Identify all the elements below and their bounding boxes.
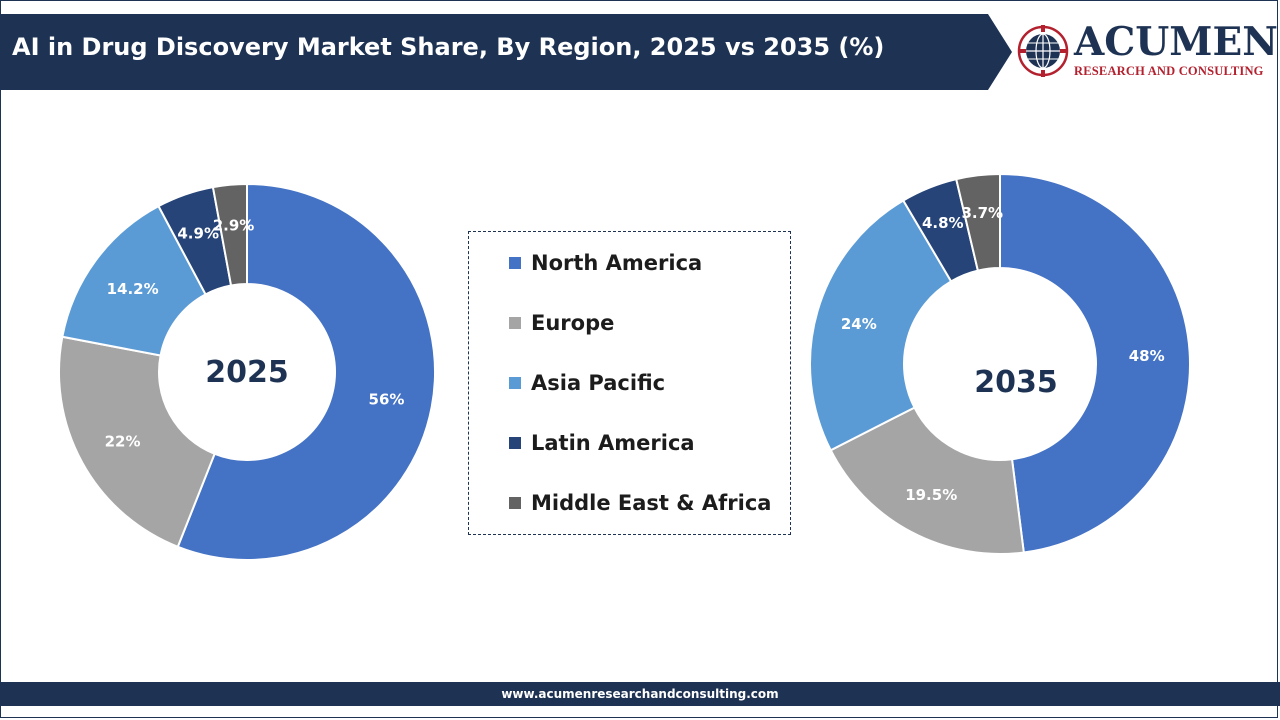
value-label-latin-america-2035: 4.8%: [922, 214, 964, 232]
header-banner: AI in Drug Discovery Market Share, By Re…: [0, 0, 1280, 90]
legend-item-middle-east-africa: Middle East & Africa: [509, 488, 771, 518]
value-label-north-america-2035: 48%: [1129, 347, 1165, 365]
footer-bar: www.acumenresearchandconsulting.com: [0, 682, 1280, 706]
legend-swatch-europe: [509, 317, 521, 329]
page-title: AI in Drug Discovery Market Share, By Re…: [12, 33, 885, 61]
value-label-europe-2025: 22%: [105, 432, 141, 450]
value-label-asia-pacific-2025: 14.2%: [107, 280, 159, 298]
slice-asia-pacific-2035: [809, 199, 953, 452]
legend-item-europe: Europe: [509, 308, 614, 338]
legend-swatch-asia-pacific: [509, 377, 521, 389]
donut-chart-2025: 56% 22% 14.2% 4.9%2.9% 2025: [58, 182, 436, 561]
logo-wordmark: ACUMEN: [1074, 19, 1278, 65]
value-label-north-america-2025: 56%: [369, 391, 405, 409]
center-label-2025: 2025: [205, 355, 289, 390]
slice-middle-east-africa-2035: [955, 172, 1001, 272]
legend-label-middle-east-africa: Middle East & Africa: [531, 491, 772, 515]
center-label-2035: 2035: [974, 365, 1058, 400]
legend-swatch-north-america: [509, 257, 521, 269]
legend-item-asia-pacific: Asia Pacific: [509, 368, 665, 398]
legend-item-north-america: North America: [509, 248, 702, 278]
slice-north-america-2035: [999, 172, 1191, 554]
title-band-shape: [0, 14, 1012, 90]
logo-subtitle: RESEARCH AND CONSULTING: [1074, 64, 1264, 78]
donut-chart-2035: 48% 19.5% 24% 4.8%3.7% 2035: [809, 172, 1191, 555]
value-label-middle-east-africa-2025: 2.9%: [213, 217, 255, 235]
slice-middle-east-africa-2025: [211, 182, 248, 287]
globe-icon: [1017, 25, 1069, 77]
footer-url: www.acumenresearchandconsulting.com: [501, 687, 779, 701]
value-label-europe-2035: 19.5%: [905, 486, 957, 504]
slice-europe-2025: [58, 335, 216, 549]
value-label-middle-east-africa-2035: 3.7%: [961, 204, 1003, 222]
value-label-asia-pacific-2035: 24%: [841, 315, 877, 333]
legend-label-north-america: North America: [531, 251, 703, 275]
slice-europe-2035: [829, 406, 1025, 555]
header-band: [0, 14, 1012, 90]
legend-swatch-middle-east-africa: [509, 497, 521, 509]
chart-legend: North America Europe Asia Pacific Latin …: [468, 231, 791, 535]
legend-item-latin-america: Latin America: [509, 428, 695, 458]
value-label-latin-america-2025: 4.9%: [177, 224, 219, 242]
legend-label-europe: Europe: [531, 311, 615, 335]
brand-logo: ACUMEN RESEARCH AND CONSULTING: [1014, 20, 1278, 82]
legend-label-latin-america: Latin America: [531, 431, 695, 455]
slice-north-america-2025: [176, 182, 436, 561]
legend-swatch-latin-america: [509, 437, 521, 449]
legend-label-asia-pacific: Asia Pacific: [531, 371, 666, 395]
